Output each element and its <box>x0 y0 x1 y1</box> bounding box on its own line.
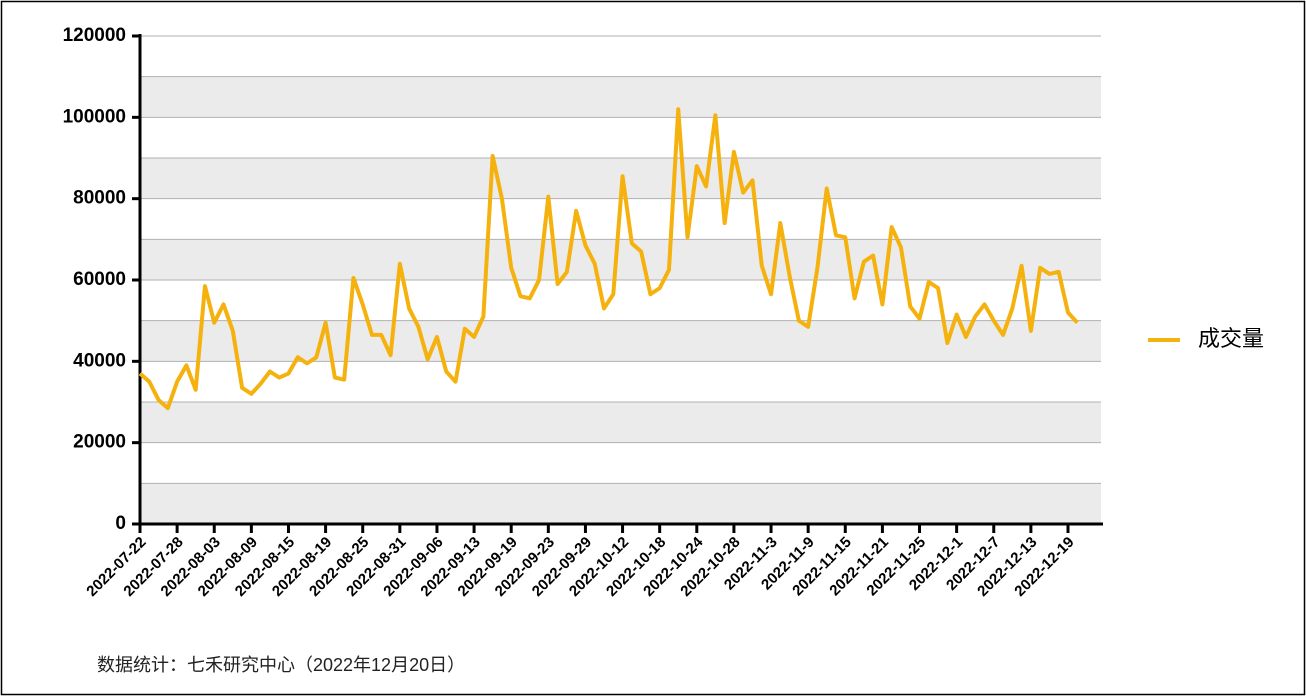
grid-band <box>140 402 1101 443</box>
y-tick-label: 120000 <box>63 25 126 46</box>
grid-band <box>140 239 1101 280</box>
y-tick-label: 0 <box>115 513 126 534</box>
y-tick-label: 60000 <box>73 269 126 290</box>
y-tick-label: 80000 <box>73 188 126 209</box>
series-line <box>138 107 1079 411</box>
legend-label: 成交量 <box>1198 326 1264 351</box>
y-tick-label: 20000 <box>73 432 126 453</box>
grid-band <box>140 320 1101 362</box>
grid-band <box>140 76 1101 118</box>
grid-band <box>140 483 1101 524</box>
source-note: 数据统计：七禾研究中心（2022年12月20日） <box>97 655 465 675</box>
y-tick-label: 40000 <box>73 350 126 371</box>
y-tick-label: 100000 <box>63 106 126 127</box>
